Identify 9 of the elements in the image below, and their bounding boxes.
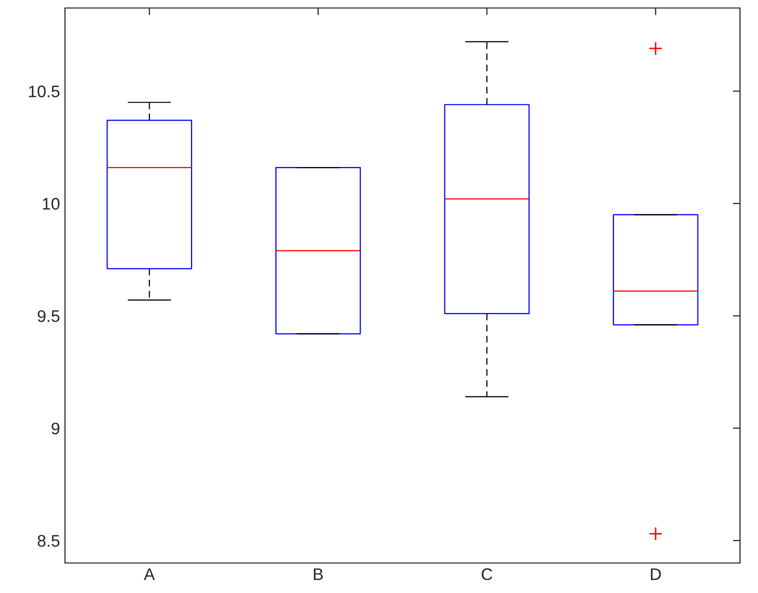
x-tick-label: A (144, 568, 155, 580)
y-tick-label: 9 (52, 422, 60, 434)
x-tick-label: B (314, 568, 323, 580)
x-tick-label: D (650, 568, 661, 580)
y-tick-label: 9.5 (38, 310, 60, 322)
y-tick-label: 10.5 (28, 86, 60, 98)
x-tick-label: C (482, 568, 492, 580)
y-tick-label: 8.5 (38, 534, 60, 547)
y-tick-label: 10 (42, 198, 60, 210)
